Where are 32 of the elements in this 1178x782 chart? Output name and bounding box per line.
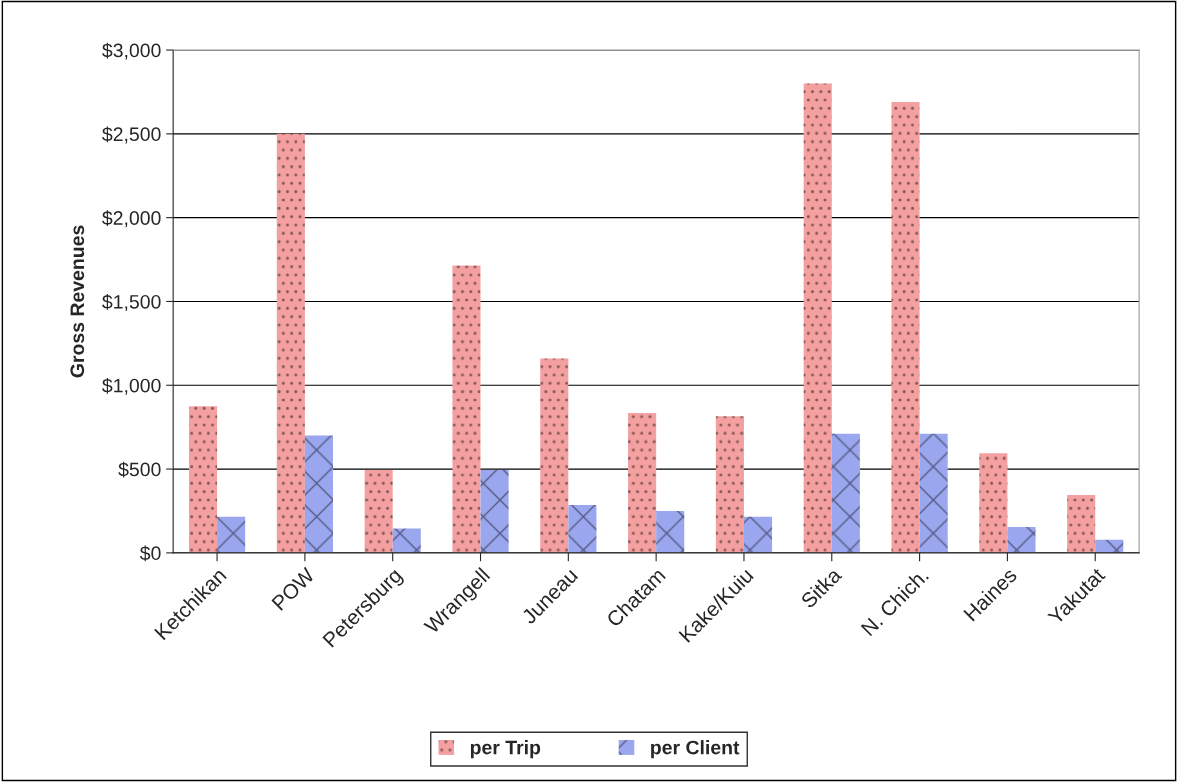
bar (715, 416, 744, 553)
bar (188, 406, 218, 553)
bar (803, 83, 832, 553)
bar (276, 133, 305, 553)
bar (743, 516, 773, 553)
bar (392, 528, 421, 553)
bar (364, 469, 393, 553)
y-tick-label: $1,500 (102, 294, 161, 311)
y-tick-label: $500 (118, 461, 161, 478)
legend-label: per Trip (470, 740, 541, 759)
bar (628, 412, 657, 553)
y-tick-label: $1,000 (102, 377, 161, 395)
y-tick-label: $0 (139, 545, 161, 562)
y-tick-label: $2,000 (102, 210, 161, 228)
bar (304, 435, 333, 553)
bar (891, 102, 920, 553)
y-tick-label: $2,500 (102, 126, 161, 144)
legend-label: per Client (651, 740, 740, 759)
bar (831, 433, 860, 553)
bar (1007, 526, 1036, 553)
bar (568, 505, 597, 553)
y-tick-label: $3,000 (102, 42, 161, 60)
bar (979, 453, 1008, 553)
bar (1095, 539, 1124, 553)
bar (480, 469, 509, 553)
y-axis-title: Gross Revenues (70, 225, 85, 378)
bar (540, 358, 569, 553)
bar (217, 516, 246, 553)
bar (656, 510, 685, 553)
bar (919, 433, 948, 553)
bar (1067, 495, 1096, 553)
bar (452, 265, 481, 553)
